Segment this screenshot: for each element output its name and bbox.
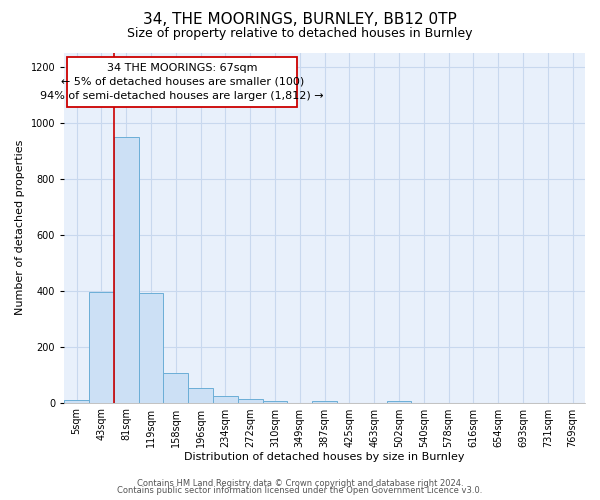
FancyBboxPatch shape (67, 56, 298, 107)
Bar (114, 136, 139, 402)
Text: 34, THE MOORINGS, BURNLEY, BB12 0TP: 34, THE MOORINGS, BURNLEY, BB12 0TP (143, 12, 457, 28)
Text: 94% of semi-detached houses are larger (1,812) →: 94% of semi-detached houses are larger (… (40, 91, 324, 101)
Text: Contains public sector information licensed under the Open Government Licence v3: Contains public sector information licen… (118, 486, 482, 495)
Text: Contains HM Land Registry data © Crown copyright and database right 2024.: Contains HM Land Registry data © Crown c… (137, 478, 463, 488)
Bar (386, 400, 412, 402)
Text: Size of property relative to detached houses in Burnley: Size of property relative to detached ho… (127, 28, 473, 40)
Bar (263, 401, 287, 402)
Bar (213, 396, 238, 402)
Text: ← 5% of detached houses are smaller (100): ← 5% of detached houses are smaller (100… (61, 77, 304, 87)
Bar (238, 399, 263, 402)
Bar (312, 401, 337, 402)
Bar (163, 373, 188, 402)
Y-axis label: Number of detached properties: Number of detached properties (15, 140, 25, 315)
X-axis label: Distribution of detached houses by size in Burnley: Distribution of detached houses by size … (184, 452, 465, 462)
Bar (64, 400, 89, 402)
Bar (89, 292, 114, 403)
Text: 34 THE MOORINGS: 67sqm: 34 THE MOORINGS: 67sqm (107, 63, 257, 73)
Bar (139, 294, 163, 403)
Bar (188, 388, 213, 402)
